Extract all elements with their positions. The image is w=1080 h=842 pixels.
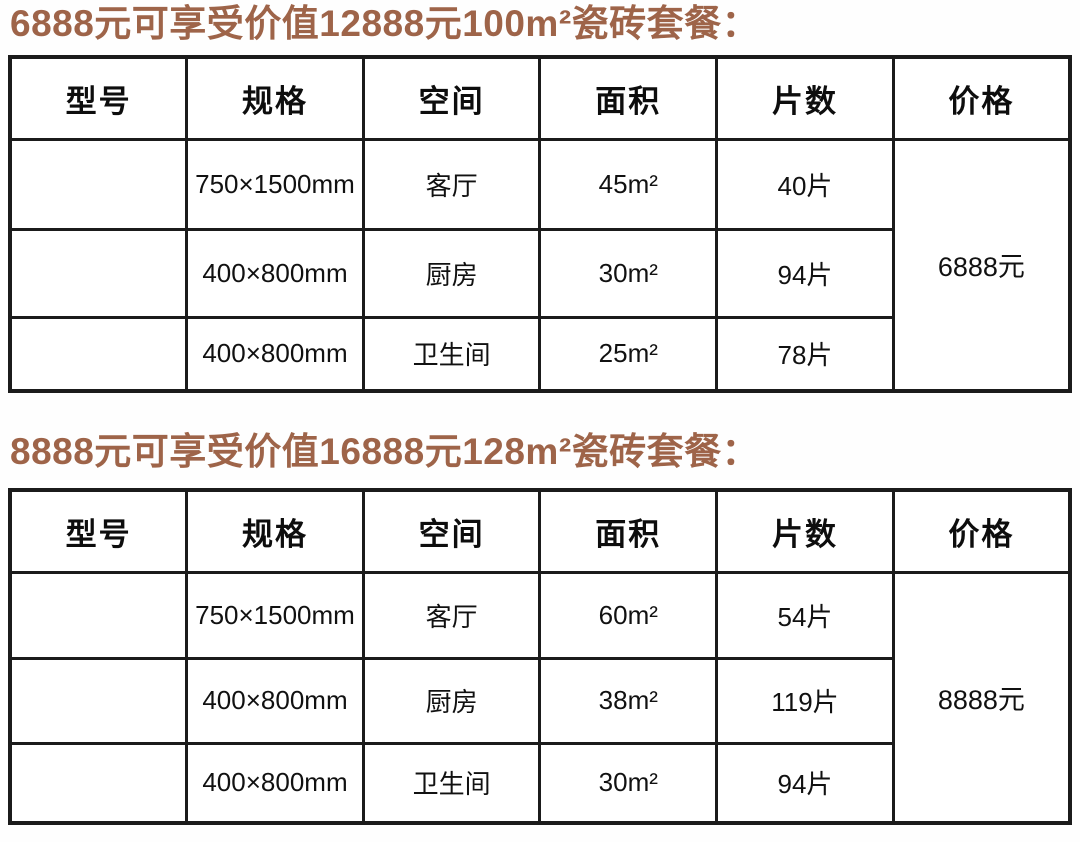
cell-pieces: 94片 (715, 227, 895, 319)
cell-model (8, 741, 189, 825)
package-table-1: 型号 规格 空间 面积 片数 价格 750×1500mm 客厅 45m² 40片… (8, 55, 1072, 393)
cell-pieces: 119片 (715, 656, 895, 745)
table-row: 400×800mm 卫生间 25m² 78片 (8, 315, 1070, 393)
cell-model (8, 137, 189, 231)
cell-space: 卫生间 (361, 315, 542, 393)
table-row: 750×1500mm 客厅 45m² 40片 6888元 (8, 137, 1072, 393)
table-row: 750×1500mm 客厅 60m² 54片 8888元 (8, 570, 1072, 825)
header-cell-pieces: 片数 (715, 488, 895, 574)
cell-price-merged: 8888元 (891, 570, 1072, 825)
package-table-2: 型号 规格 空间 面积 片数 价格 750×1500mm 客厅 60m² 54片… (8, 488, 1072, 825)
header-cell-area: 面积 (538, 55, 719, 141)
cell-space: 客厅 (361, 137, 542, 231)
cell-spec: 750×1500mm (185, 570, 365, 660)
table-header-row: 型号 规格 空间 面积 片数 价格 (8, 55, 1072, 141)
cell-area: 60m² (538, 570, 719, 660)
cell-area: 45m² (538, 137, 719, 231)
cell-model (8, 656, 189, 745)
table-row: 400×800mm 卫生间 30m² 94片 (8, 741, 1070, 825)
cell-model (8, 315, 189, 393)
header-cell-spec: 规格 (185, 55, 365, 141)
cell-spec: 400×800mm (185, 227, 365, 319)
cell-space: 厨房 (361, 656, 542, 745)
cell-space: 卫生间 (361, 741, 542, 825)
header-cell-price: 价格 (891, 55, 1072, 141)
package-title-1: 6888元可享受价值12888元100m²瓷砖套餐： (10, 3, 760, 44)
cell-spec: 400×800mm (185, 656, 365, 745)
cell-spec: 400×800mm (185, 315, 365, 393)
header-cell-spec: 规格 (185, 488, 365, 574)
cell-spec: 400×800mm (185, 741, 365, 825)
cell-pieces: 40片 (715, 137, 895, 231)
cell-area: 38m² (538, 656, 719, 745)
cell-space: 客厅 (361, 570, 542, 660)
package-title-2: 8888元可享受价值16888元128m²瓷砖套餐： (10, 431, 760, 472)
cell-model (8, 570, 189, 660)
header-cell-model: 型号 (8, 488, 189, 574)
cell-area: 30m² (538, 741, 719, 825)
header-cell-space: 空间 (361, 488, 542, 574)
header-cell-pieces: 片数 (715, 55, 895, 141)
cell-price-merged: 6888元 (891, 137, 1072, 393)
cell-pieces: 94片 (715, 741, 895, 825)
cell-pieces: 78片 (715, 315, 895, 393)
cell-area: 30m² (538, 227, 719, 319)
table-row: 400×800mm 厨房 38m² 119片 (8, 656, 1070, 745)
cell-spec: 750×1500mm (185, 137, 365, 231)
table-header-row: 型号 规格 空间 面积 片数 价格 (8, 488, 1072, 574)
cell-space: 厨房 (361, 227, 542, 319)
cell-area: 25m² (538, 315, 719, 393)
table-row: 400×800mm 厨房 30m² 94片 (8, 227, 1070, 319)
cell-pieces: 54片 (715, 570, 895, 660)
header-cell-space: 空间 (361, 55, 542, 141)
header-cell-model: 型号 (8, 55, 189, 141)
header-cell-price: 价格 (891, 488, 1072, 574)
header-cell-area: 面积 (538, 488, 719, 574)
cell-model (8, 227, 189, 319)
